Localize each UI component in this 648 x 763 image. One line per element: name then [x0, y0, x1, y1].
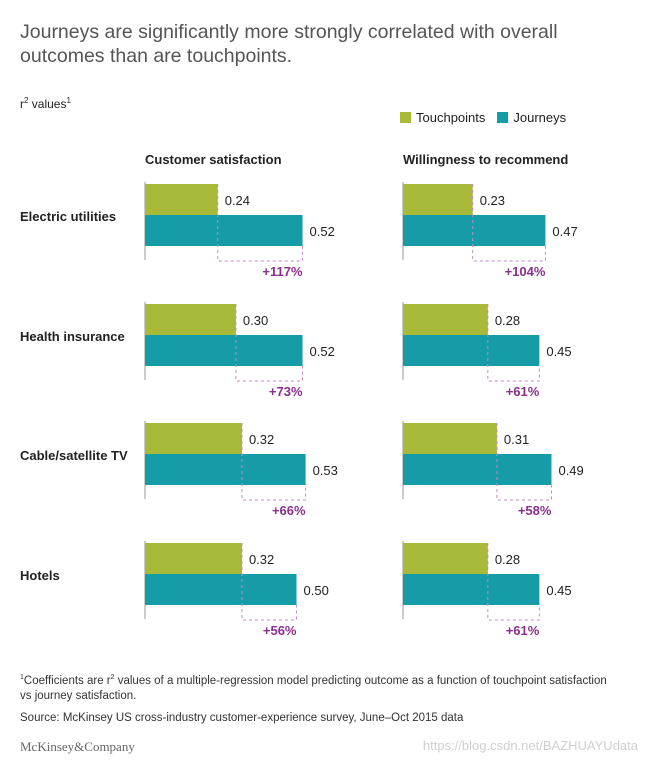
chart-title: Journeys are significantly more strongly…: [20, 21, 558, 67]
delta-label: +61%: [506, 384, 540, 399]
touchpoints-bar: [403, 304, 488, 335]
category-label: Cable/satellite TV: [20, 448, 128, 463]
watermark: https://blog.csdn.net/BAZHUAYUdata: [422, 738, 638, 753]
subtitle-r: r: [20, 97, 24, 111]
touchpoints-value-label: 0.23: [480, 193, 505, 208]
bar-chart: Customer satisfaction Willingness to reco…: [20, 152, 584, 638]
delta-bracket: [217, 184, 304, 262]
source-note: Source: McKinsey US cross-industry custo…: [20, 712, 464, 724]
touchpoints-bar: [145, 304, 236, 335]
legend: Touchpoints Journeys: [400, 110, 578, 125]
touchpoints-bar: [145, 423, 242, 454]
brand-logo: McKinsey&Company: [20, 739, 135, 754]
subtitle-footnote-mark: 1: [66, 96, 71, 105]
delta-bracket: [472, 184, 546, 262]
journeys-bar: [145, 454, 306, 485]
footnote: 1Coefficients are r2 values of a multipl…: [20, 670, 620, 704]
journeys-bar: [403, 215, 546, 246]
touchpoints-bar: [403, 543, 488, 574]
legend-label-journeys: Journeys: [513, 110, 567, 125]
touchpoints-value-label: 0.32: [249, 552, 274, 567]
legend-item-touchpoints: Touchpoints: [400, 110, 485, 125]
journeys-bar: [145, 215, 303, 246]
delta-label: +56%: [263, 623, 297, 638]
journeys-value-label: 0.50: [304, 583, 329, 598]
category-label: Hotels: [20, 568, 60, 583]
delta-label: +104%: [505, 264, 546, 279]
touchpoints-value-label: 0.28: [495, 552, 520, 567]
journeys-bar: [403, 335, 540, 366]
journeys-bar: [403, 574, 540, 605]
delta-label: +58%: [518, 503, 552, 518]
subtitle-exponent: 2: [24, 96, 29, 105]
delta-label: +117%: [262, 264, 303, 279]
journeys-value-label: 0.49: [558, 463, 583, 478]
touchpoints-bar: [403, 423, 497, 454]
delta-label: +66%: [272, 503, 306, 518]
chart-subtitle: r2 values1: [20, 96, 71, 111]
journeys-value-label: 0.45: [546, 583, 571, 598]
journeys-value-label: 0.45: [546, 344, 571, 359]
footnote-text-start: Coefficients are r: [23, 674, 111, 687]
legend-label-touchpoints: Touchpoints: [416, 110, 486, 125]
touchpoints-bar: [403, 184, 473, 215]
journeys-bar: [403, 454, 552, 485]
delta-bracket: [241, 543, 297, 621]
delta-bracket: [487, 304, 540, 382]
footnote-mark: 1: [20, 674, 24, 681]
journeys-value-label: 0.52: [310, 224, 335, 239]
legend-swatch-journeys: [497, 112, 509, 123]
delta-bracket: [235, 304, 304, 382]
touchpoints-value-label: 0.24: [225, 193, 250, 208]
category-label: Electric utilities: [20, 209, 116, 224]
delta-label: +73%: [269, 384, 303, 399]
journeys-value-label: 0.47: [552, 224, 577, 239]
touchpoints-value-label: 0.31: [504, 432, 529, 447]
journeys-bar: [145, 574, 297, 605]
category-label: Health insurance: [20, 329, 125, 344]
journeys-bar: [145, 335, 303, 366]
journeys-value-label: 0.52: [310, 344, 335, 359]
touchpoints-value-label: 0.30: [243, 313, 268, 328]
delta-label: +61%: [506, 623, 540, 638]
legend-item-journeys: Journeys: [497, 110, 566, 125]
touchpoints-value-label: 0.28: [495, 313, 520, 328]
delta-bracket: [241, 423, 307, 501]
touchpoints-bar: [145, 184, 218, 215]
delta-bracket: [496, 423, 552, 501]
touchpoints-bar: [145, 543, 242, 574]
touchpoints-value-label: 0.32: [249, 432, 274, 447]
footnote-text-rest: values of a multiple-regression model pr…: [20, 674, 607, 702]
legend-swatch-touchpoints: [400, 112, 411, 123]
footnote-exponent: 2: [110, 674, 115, 681]
delta-bracket: [487, 543, 540, 621]
panel-title-0: Customer satisfaction: [145, 152, 282, 167]
journeys-value-label: 0.53: [313, 463, 338, 478]
subtitle-values: values: [28, 97, 67, 111]
panel-title-1: Willingness to recommend: [403, 152, 568, 167]
